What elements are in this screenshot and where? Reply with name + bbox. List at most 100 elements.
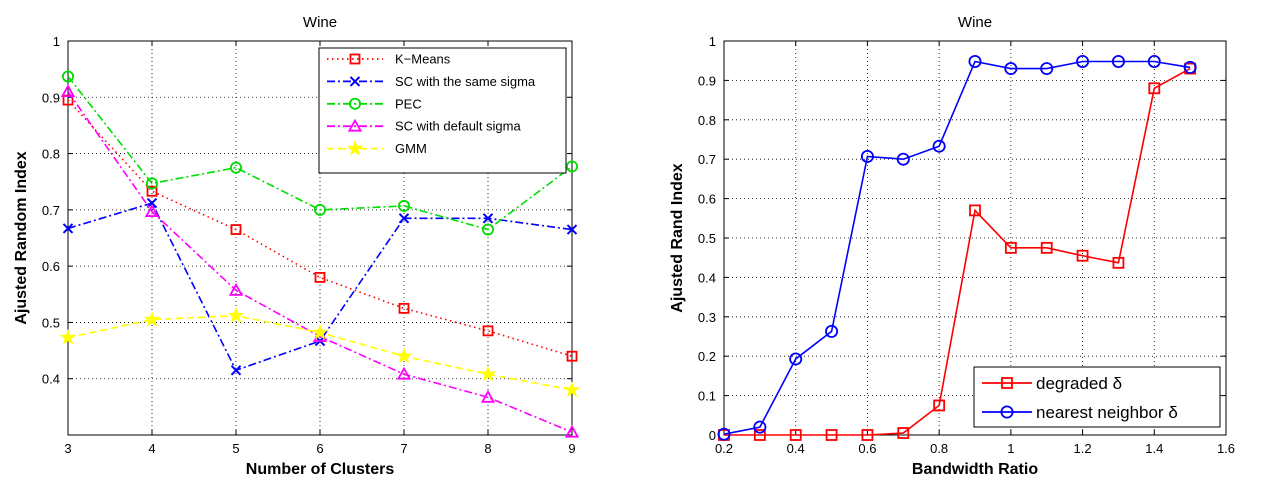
data-point: [1076, 249, 1089, 262]
legend-marker: [346, 139, 364, 156]
data-point: [143, 310, 161, 327]
legend-label: degraded δ: [1036, 374, 1122, 393]
data-point: [146, 185, 158, 197]
y-tick-label: 0.7: [698, 152, 716, 167]
data-point: [825, 429, 838, 441]
legend-label: SC with the same sigma: [395, 74, 536, 89]
series-1: [62, 94, 578, 362]
data-point: [480, 389, 496, 403]
chart-2: 0.2 0.4 0.6 0.8 1 1.2 1.4 1.6 0 0.1 0.2 0.3 0.4 0.5 0.…: [669, 14, 1235, 478]
data-point: [860, 149, 874, 163]
legend-marker: [347, 118, 363, 132]
legend-marker: [1000, 405, 1014, 419]
legend-label: K−Means: [395, 52, 451, 67]
legend-label: GMM: [395, 141, 427, 156]
x-axis-label: Bandwidth Ratio: [912, 461, 1038, 478]
x-tick-label: 8: [484, 441, 491, 456]
data-point: [563, 381, 581, 398]
data-point: [932, 139, 946, 153]
y-tick-label: 0.5: [698, 231, 716, 246]
data-point: [717, 427, 731, 441]
data-point: [62, 223, 74, 234]
data-point: [1147, 54, 1161, 68]
data-point: [825, 324, 839, 338]
x-tick-label: 7: [400, 441, 407, 456]
legend-marker: [349, 53, 361, 65]
data-point: [60, 84, 76, 98]
legend-marker: [1001, 377, 1013, 389]
data-point: [1004, 62, 1018, 76]
data-point: [481, 223, 494, 236]
data-point: [1076, 54, 1090, 68]
y-tick-label: 1: [709, 34, 716, 49]
data-point: [479, 365, 497, 382]
series-line: [67, 91, 573, 433]
data-point: [62, 70, 75, 83]
data-point: [229, 161, 242, 174]
y-tick-label: 0.6: [42, 259, 60, 274]
data-point: [482, 213, 494, 224]
y-tick-label: 0.5: [42, 315, 60, 330]
legend-marker: [348, 97, 361, 110]
x-tick-label: 1.2: [1074, 441, 1092, 456]
chart-title: Wine: [958, 14, 992, 31]
x-axis-label: Number of Clusters: [246, 461, 395, 478]
y-tick-label: 0.8: [42, 147, 60, 162]
data-point: [1040, 241, 1053, 254]
data-point: [228, 282, 244, 296]
data-point: [789, 352, 803, 366]
data-point: [897, 427, 910, 439]
data-point: [1004, 241, 1017, 254]
data-point: [1112, 256, 1125, 269]
chart-1: 3 4 5 6 7 8 9 0.4 0.5 0.6 0.7 0.8 0.9 1 Wine Number of …: [13, 14, 581, 478]
legend: degraded δ nearest neighbor δ: [973, 366, 1221, 428]
data-point: [397, 199, 410, 212]
y-tick-label: 0.3: [698, 310, 716, 325]
data-point: [313, 203, 326, 216]
x-tick-label: 5: [232, 441, 239, 456]
y-tick-label: 0: [709, 428, 716, 443]
chart-title: Wine: [303, 14, 337, 31]
y-tick-label: 1: [53, 34, 60, 49]
y-tick-label: 0.8: [698, 113, 716, 128]
series-5: [59, 306, 581, 398]
data-point: [396, 366, 412, 380]
x-tick-label: 4: [148, 441, 155, 456]
x-tick-label: 1.6: [1217, 441, 1235, 456]
series-line: [724, 67, 1191, 436]
data-point: [968, 54, 982, 68]
data-point: [1183, 60, 1197, 74]
data-point: [969, 204, 981, 217]
y-tick-label: 0.4: [42, 372, 60, 387]
data-point: [861, 429, 874, 441]
series-4: [60, 84, 580, 438]
data-point: [230, 224, 242, 235]
legend-box: [973, 366, 1221, 428]
y-tick-label: 0.7: [42, 203, 60, 218]
data-point: [753, 429, 766, 441]
x-tick-label: 6: [316, 441, 323, 456]
x-tick-label: 3: [64, 441, 71, 456]
data-point: [482, 325, 494, 337]
x-tick-label: 9: [568, 441, 575, 456]
legend-box: [318, 47, 567, 174]
data-point: [230, 365, 242, 376]
x-tick-label: 0.8: [930, 441, 948, 456]
data-point: [896, 152, 910, 166]
legend: K−Means SC with the same sigma PEC SC with …: [318, 47, 567, 174]
x-tick-label: 0.4: [787, 441, 805, 456]
data-point: [1040, 62, 1054, 76]
y-tick-label: 0.9: [42, 90, 60, 105]
data-point: [566, 224, 578, 235]
legend-label: nearest neighbor δ: [1036, 403, 1178, 422]
data-point: [59, 328, 77, 345]
legend-label: SC with default sigma: [395, 119, 521, 134]
data-point: [564, 424, 580, 438]
x-tick-label: 1: [1007, 441, 1014, 456]
data-point: [395, 347, 413, 364]
data-point: [566, 350, 578, 362]
data-point: [314, 271, 326, 283]
y-tick-label: 0.2: [698, 349, 716, 364]
